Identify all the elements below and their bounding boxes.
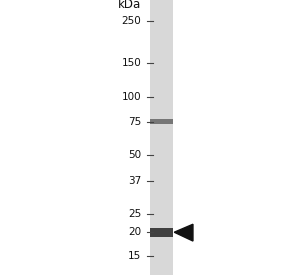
Polygon shape xyxy=(174,224,193,241)
Text: kDa: kDa xyxy=(118,0,141,11)
Text: 25: 25 xyxy=(128,208,141,219)
Bar xyxy=(150,119,173,124)
Bar xyxy=(150,0,173,275)
Text: 20: 20 xyxy=(128,227,141,237)
Text: 100: 100 xyxy=(122,92,141,102)
Text: 50: 50 xyxy=(128,150,141,161)
Text: 75: 75 xyxy=(128,117,141,126)
Text: 15: 15 xyxy=(128,251,141,261)
Text: 150: 150 xyxy=(121,59,141,68)
Text: 37: 37 xyxy=(128,176,141,186)
Bar xyxy=(150,228,173,237)
Text: 250: 250 xyxy=(121,16,141,26)
